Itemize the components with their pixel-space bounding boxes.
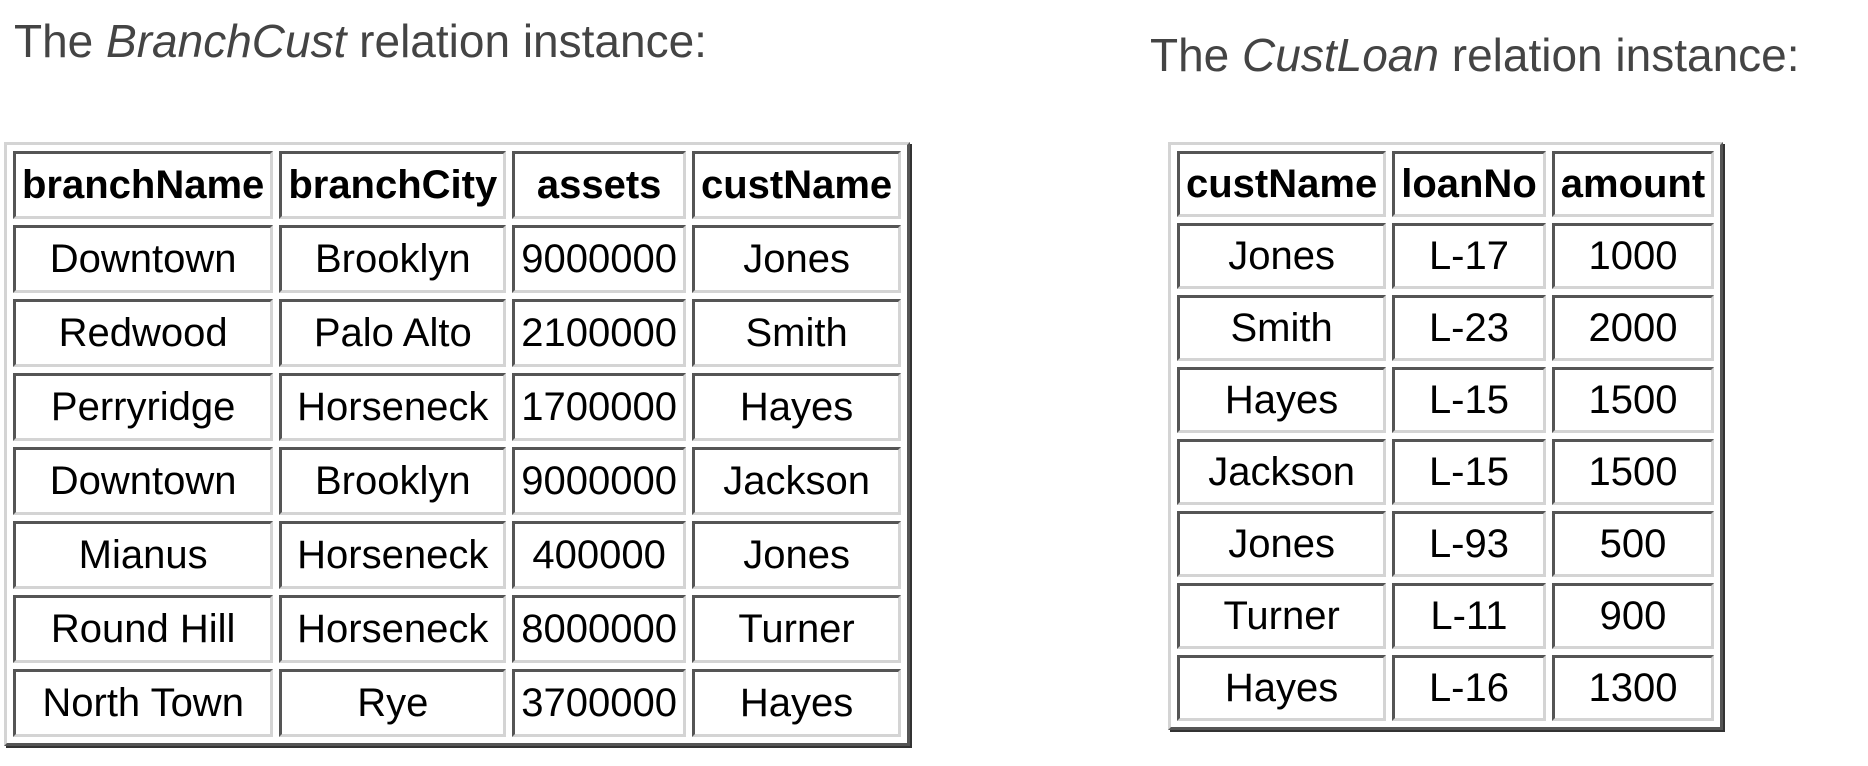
cell-amount: 500 — [1551, 511, 1715, 577]
cell-loanno: L-15 — [1392, 367, 1546, 433]
cell-branchcity: Brooklyn — [279, 447, 507, 515]
cell-custname: Turner — [691, 595, 902, 663]
custloan-table: custName loanNo amount Jones L-17 1000 S… — [1168, 142, 1724, 730]
cell-loanno: L-11 — [1392, 583, 1546, 649]
table-row: North Town Rye 3700000 Hayes — [13, 669, 902, 737]
cell-custname: Turner — [1177, 583, 1387, 649]
cell-branchname: Downtown — [13, 447, 274, 515]
cell-custname: Jackson — [691, 447, 902, 515]
cell-amount: 900 — [1551, 583, 1715, 649]
cell-branchcity: Palo Alto — [279, 299, 507, 367]
table-row: Perryridge Horseneck 1700000 Hayes — [13, 373, 902, 441]
table-row: Downtown Brooklyn 9000000 Jackson — [13, 447, 902, 515]
cell-loanno: L-16 — [1392, 655, 1546, 721]
table-row: Jackson L-15 1500 — [1177, 439, 1715, 505]
cell-branchname: Perryridge — [13, 373, 274, 441]
cell-assets: 9000000 — [512, 447, 686, 515]
caption-suffix: relation instance: — [346, 15, 707, 67]
cell-assets: 2100000 — [512, 299, 686, 367]
table-row: Redwood Palo Alto 2100000 Smith — [13, 299, 902, 367]
table-row: Jones L-93 500 — [1177, 511, 1715, 577]
cell-assets: 400000 — [512, 521, 686, 589]
cell-loanno: L-15 — [1392, 439, 1546, 505]
cell-branchname: Round Hill — [13, 595, 274, 663]
column-header-loanno: loanNo — [1392, 151, 1546, 217]
header-row: branchName branchCity assets custName — [13, 151, 902, 219]
cell-custname: Hayes — [691, 373, 902, 441]
cell-branchcity: Brooklyn — [279, 225, 507, 293]
cell-amount: 1300 — [1551, 655, 1715, 721]
caption-suffix: relation instance: — [1438, 29, 1800, 81]
cell-loanno: L-17 — [1392, 223, 1546, 289]
cell-branchname: Redwood — [13, 299, 274, 367]
cell-branchcity: Horseneck — [279, 373, 507, 441]
cell-assets: 3700000 — [512, 669, 686, 737]
column-header-amount: amount — [1551, 151, 1715, 217]
cell-custname: Hayes — [1177, 367, 1387, 433]
table-row: Hayes L-15 1500 — [1177, 367, 1715, 433]
cell-custname: Hayes — [691, 669, 902, 737]
column-header-branchcity: branchCity — [279, 151, 507, 219]
branchcust-caption: The BranchCust relation instance: — [14, 18, 707, 64]
cell-custname: Jones — [691, 521, 902, 589]
table-row: Downtown Brooklyn 9000000 Jones — [13, 225, 902, 293]
cell-assets: 8000000 — [512, 595, 686, 663]
cell-assets: 1700000 — [512, 373, 686, 441]
cell-branchcity: Rye — [279, 669, 507, 737]
cell-custname: Smith — [691, 299, 902, 367]
cell-branchname: Mianus — [13, 521, 274, 589]
column-header-branchname: branchName — [13, 151, 274, 219]
column-header-custname: custName — [1177, 151, 1387, 217]
column-header-custname: custName — [691, 151, 902, 219]
table-row: Round Hill Horseneck 8000000 Turner — [13, 595, 902, 663]
cell-loanno: L-23 — [1392, 295, 1546, 361]
table-row: Turner L-11 900 — [1177, 583, 1715, 649]
relation-name: CustLoan — [1242, 29, 1439, 81]
cell-custname: Smith — [1177, 295, 1387, 361]
cell-branchname: North Town — [13, 669, 274, 737]
column-header-assets: assets — [512, 151, 686, 219]
table-row: Smith L-23 2000 — [1177, 295, 1715, 361]
branchcust-table: branchName branchCity assets custName Do… — [4, 142, 911, 746]
relation-name: BranchCust — [106, 15, 347, 67]
cell-custname: Hayes — [1177, 655, 1387, 721]
cell-branchcity: Horseneck — [279, 521, 507, 589]
cell-amount: 1500 — [1551, 367, 1715, 433]
cell-custname: Jones — [1177, 511, 1387, 577]
cell-branchcity: Horseneck — [279, 595, 507, 663]
cell-custname: Jones — [691, 225, 902, 293]
cell-amount: 2000 — [1551, 295, 1715, 361]
header-row: custName loanNo amount — [1177, 151, 1715, 217]
custloan-caption: The CustLoan relation instance: — [1150, 32, 1800, 78]
table-row: Mianus Horseneck 400000 Jones — [13, 521, 902, 589]
table-row: Jones L-17 1000 — [1177, 223, 1715, 289]
cell-amount: 1000 — [1551, 223, 1715, 289]
table-row: Hayes L-16 1300 — [1177, 655, 1715, 721]
caption-prefix: The — [14, 15, 107, 67]
cell-assets: 9000000 — [512, 225, 686, 293]
cell-custname: Jones — [1177, 223, 1387, 289]
cell-custname: Jackson — [1177, 439, 1387, 505]
cell-branchname: Downtown — [13, 225, 274, 293]
cell-loanno: L-93 — [1392, 511, 1546, 577]
caption-prefix: The — [1150, 29, 1243, 81]
cell-amount: 1500 — [1551, 439, 1715, 505]
